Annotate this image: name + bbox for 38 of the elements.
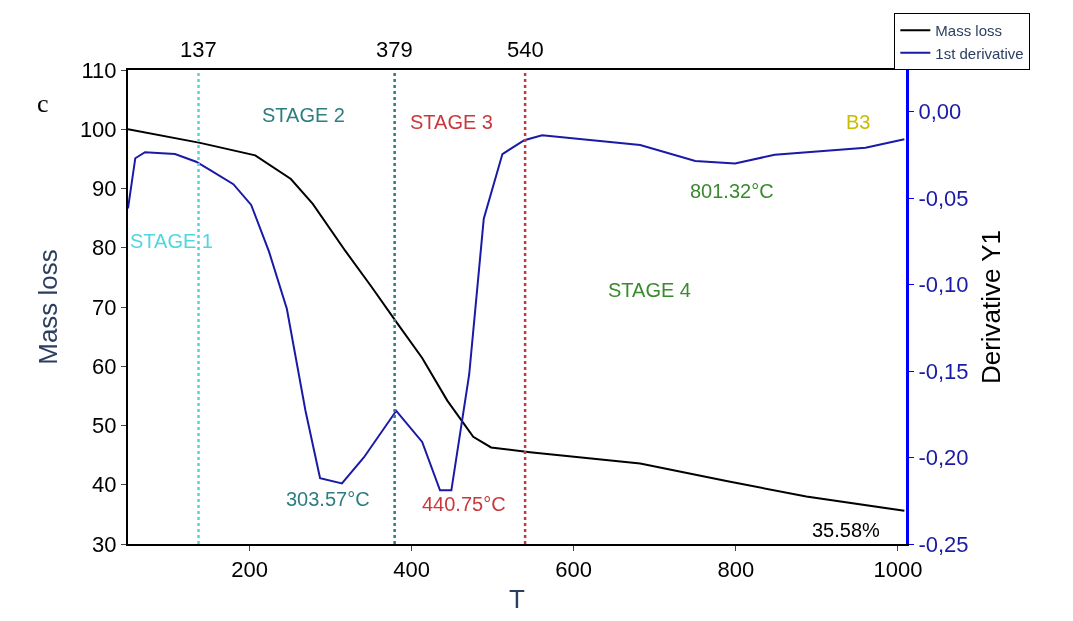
legend-label: Mass loss: [935, 22, 1003, 40]
ref-line-label: 379: [376, 37, 413, 62]
y2-axis-title: Derivative Y1: [976, 229, 1007, 385]
y-tick-label: 30: [92, 531, 117, 557]
annotation: STAGE 3: [410, 111, 493, 133]
x-tick-label: 1000: [873, 557, 923, 583]
x-axis-title: T: [509, 583, 526, 614]
y-tick-label: 70: [92, 294, 117, 320]
y-tick-label: 80: [92, 235, 117, 261]
legend-label: 1st derivative: [935, 44, 1024, 62]
annotation: STAGE 2: [262, 104, 345, 126]
ref-line-label: 137: [180, 37, 217, 62]
ref-line-label: 540: [507, 37, 544, 62]
x-tick-label: 800: [717, 557, 755, 583]
y2-tick-label: 0,00: [918, 99, 962, 125]
y-tick-label: 110: [81, 57, 117, 83]
y-tick-label: 50: [92, 413, 117, 439]
annotation: 801.32°C: [690, 180, 774, 202]
y-tick-label: 40: [92, 472, 117, 498]
annotation: 440.75°C: [422, 493, 506, 515]
annotation: STAGE 4: [608, 279, 691, 301]
text: c: [37, 89, 49, 118]
y2-tick-label: -0,15: [918, 358, 969, 384]
y-axis-title: Mass loss: [32, 249, 63, 365]
y-tick-label: 60: [92, 353, 117, 379]
y2-tick-label: -0,10: [918, 272, 969, 298]
annotation: 303.57°C: [286, 488, 370, 510]
y-tick-label: 100: [79, 116, 117, 142]
y2-tick-label: -0,05: [918, 185, 969, 211]
x-tick-label: 600: [555, 557, 593, 583]
y2-tick-label: -0,25: [918, 531, 969, 557]
annotation: STAGE 1: [130, 230, 213, 252]
y2-tick-label: -0,20: [918, 445, 969, 471]
annotation: B3: [846, 111, 871, 133]
annotation: 35.58%: [812, 519, 881, 541]
x-tick-label: 200: [231, 557, 268, 583]
x-tick-label: 400: [393, 557, 431, 583]
y-tick-label: 90: [92, 176, 117, 202]
